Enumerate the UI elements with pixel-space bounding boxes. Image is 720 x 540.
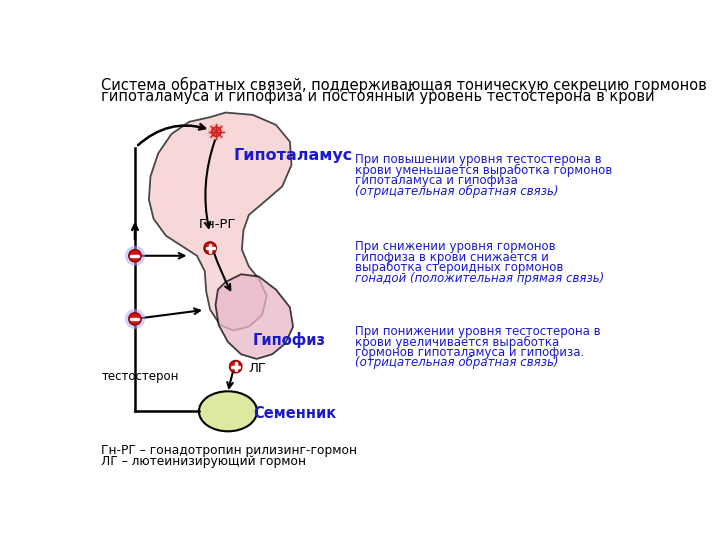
Circle shape bbox=[208, 123, 225, 140]
Text: Система обратных связей, поддерживающая тоническую секрецию гормонов: Система обратных связей, поддерживающая … bbox=[101, 77, 706, 93]
Text: (отрицательная обратная связь): (отрицательная обратная связь) bbox=[355, 185, 559, 198]
Circle shape bbox=[204, 242, 216, 254]
Text: При повышении уровня тестостерона в: При повышении уровня тестостерона в bbox=[355, 153, 602, 166]
Text: ЛГ: ЛГ bbox=[249, 362, 266, 375]
Text: При понижении уровня тестостерона в: При понижении уровня тестостерона в bbox=[355, 325, 600, 338]
Circle shape bbox=[230, 361, 242, 373]
Text: выработка стероидных гормонов: выработка стероидных гормонов bbox=[355, 261, 564, 274]
Circle shape bbox=[212, 127, 221, 137]
Text: гипофиза в крови снижается и: гипофиза в крови снижается и bbox=[355, 251, 549, 264]
Text: тестостерон: тестостерон bbox=[102, 370, 179, 383]
Text: гормонов гипоталамуса и гипофиза.: гормонов гипоталамуса и гипофиза. bbox=[355, 346, 585, 359]
Text: (отрицательная обратная связь): (отрицательная обратная связь) bbox=[355, 356, 559, 369]
Text: Гипоталамус: Гипоталамус bbox=[233, 148, 353, 163]
Text: При снижении уровня гормонов: При снижении уровня гормонов bbox=[355, 240, 556, 253]
Text: Гипофиз: Гипофиз bbox=[253, 333, 325, 348]
Circle shape bbox=[125, 309, 145, 329]
Text: крови уменьшается выработка гормонов: крови уменьшается выработка гормонов bbox=[355, 164, 612, 177]
Text: Гн-РГ: Гн-РГ bbox=[199, 218, 236, 231]
Circle shape bbox=[129, 313, 141, 325]
Text: ЛГ – лютеинизирующий гормон: ЛГ – лютеинизирующий гормон bbox=[101, 455, 306, 468]
Polygon shape bbox=[215, 274, 293, 359]
Circle shape bbox=[129, 249, 141, 262]
Text: Семенник: Семенник bbox=[253, 406, 336, 421]
Text: гонадой (положительная прямая связь): гонадой (положительная прямая связь) bbox=[355, 272, 604, 285]
Text: крови увеличивается выработка: крови увеличивается выработка bbox=[355, 335, 559, 348]
Text: Гн-РГ – гонадотропин рилизинг-гормон: Гн-РГ – гонадотропин рилизинг-гормон bbox=[101, 444, 357, 457]
Ellipse shape bbox=[199, 392, 257, 431]
Text: гипоталамуса и гипофиза: гипоталамуса и гипофиза bbox=[355, 174, 518, 187]
Text: гипоталамуса и гипофиза и постоянный уровень тестостерона в крови: гипоталамуса и гипофиза и постоянный уро… bbox=[101, 89, 654, 104]
Polygon shape bbox=[149, 112, 292, 330]
Circle shape bbox=[125, 246, 145, 266]
